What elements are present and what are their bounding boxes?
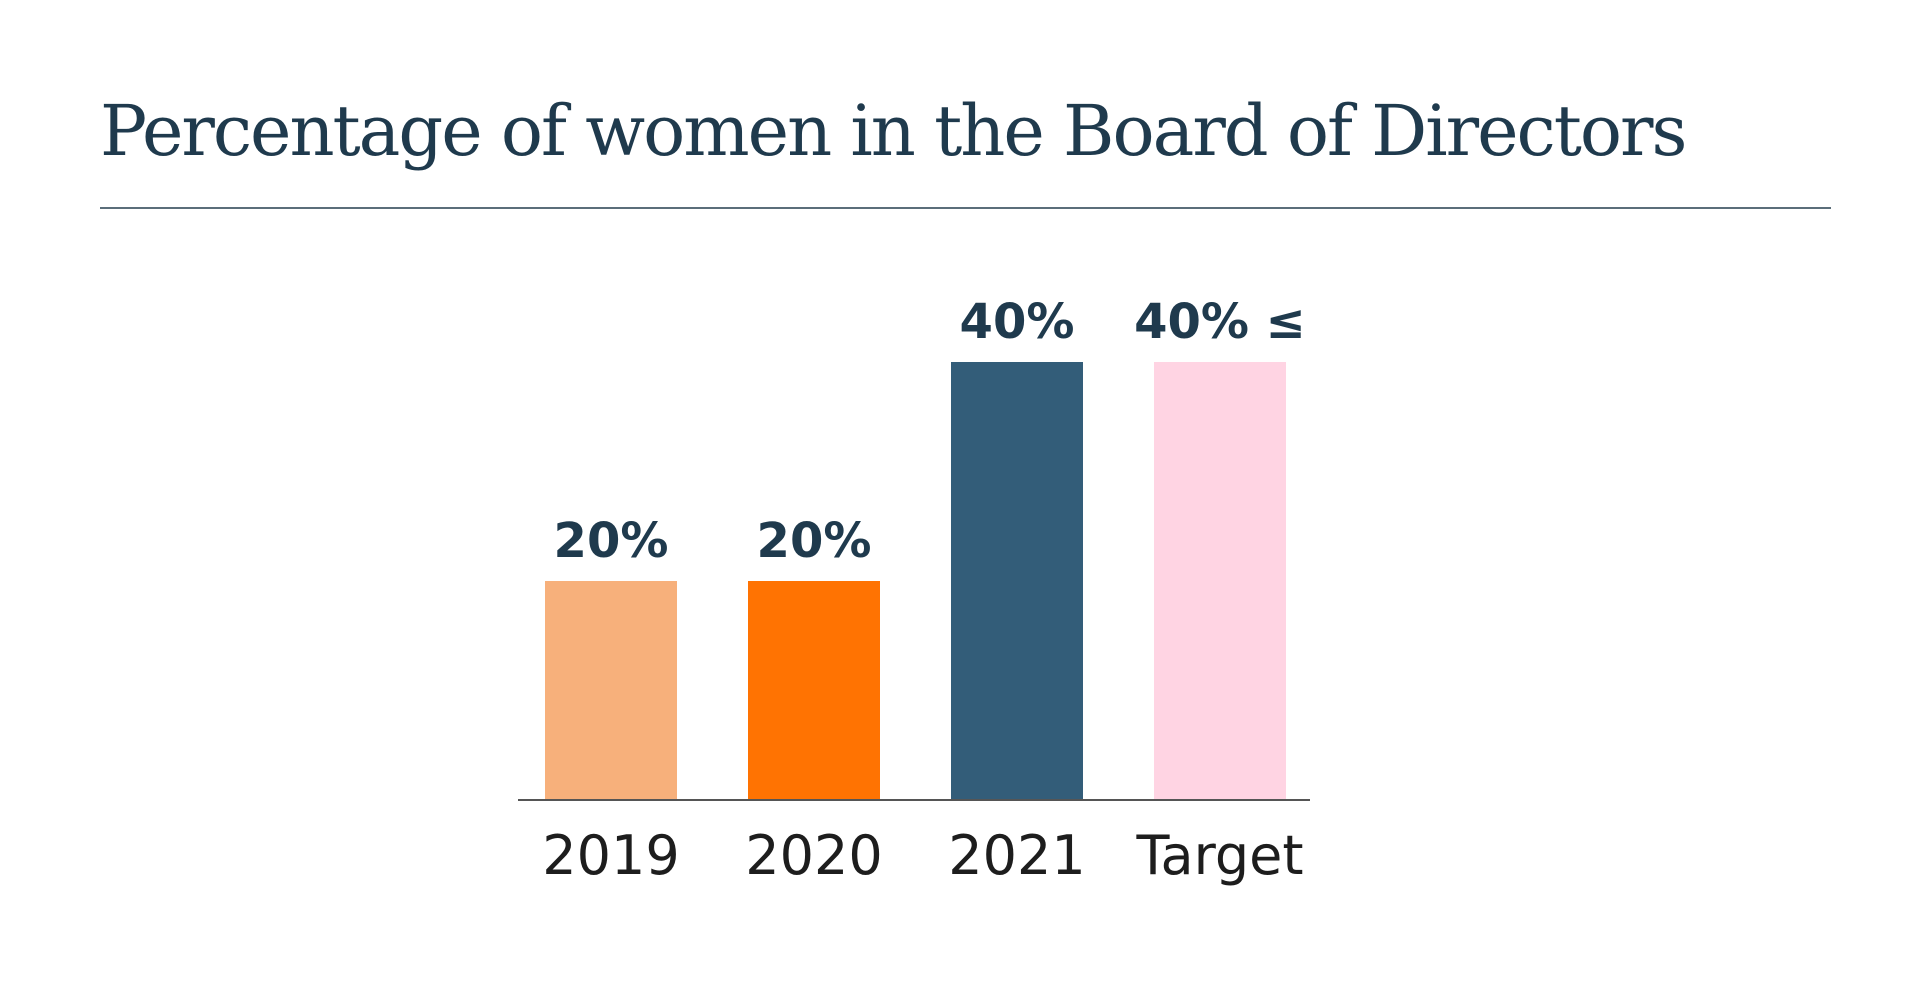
bar-2019 [545, 581, 677, 800]
value-label-2020: 20% [757, 513, 872, 569]
value-label-target: 40% ≤ [1134, 294, 1306, 350]
value-label-2019: 20% [554, 513, 669, 569]
bars-group [545, 362, 1286, 800]
category-label-target: Target [1135, 824, 1303, 887]
category-label-2020: 2020 [745, 824, 882, 887]
bar-2020 [748, 581, 880, 800]
bar-2021 [951, 362, 1083, 800]
chart-title: Percentage of women in the Board of Dire… [100, 90, 1687, 172]
category-labels-group: 2019 2020 2021 Target [542, 824, 1303, 887]
value-labels-group: 20% 20% 40% 40% ≤ [554, 294, 1306, 569]
value-label-2021: 40% [960, 294, 1075, 350]
title-divider [100, 207, 1831, 209]
category-label-2021: 2021 [948, 824, 1085, 887]
bar-target [1154, 362, 1286, 800]
category-label-2019: 2019 [542, 824, 679, 887]
